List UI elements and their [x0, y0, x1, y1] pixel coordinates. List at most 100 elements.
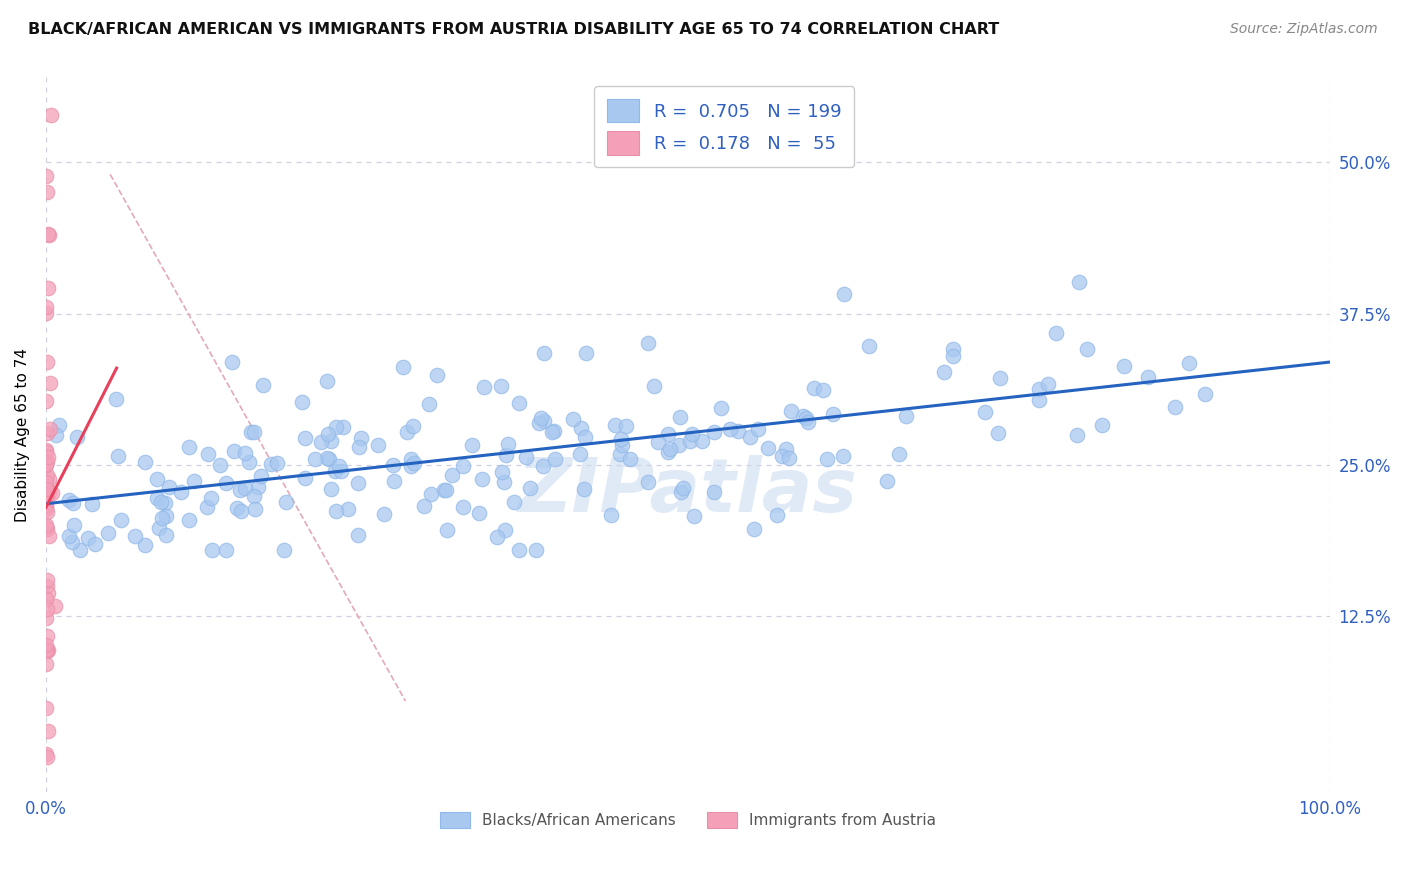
- Point: [858, 339, 880, 353]
- Point: [37, 586, 59, 600]
- Point: [703, 484, 725, 499]
- Point: [1090, 417, 1112, 432]
- Point: [37, 450, 59, 464]
- Point: [35, 643, 58, 657]
- Point: [124, 529, 146, 543]
- Point: [544, 451, 567, 466]
- Point: [177, 440, 200, 454]
- Point: [485, 530, 508, 544]
- Point: [710, 401, 733, 416]
- Point: [572, 482, 595, 496]
- Point: [426, 368, 449, 383]
- Point: [266, 456, 288, 470]
- Point: [775, 442, 797, 456]
- Point: [703, 425, 725, 439]
- Point: [811, 384, 834, 398]
- Point: [37, 643, 59, 657]
- Y-axis label: Disability Age 65 to 74: Disability Age 65 to 74: [15, 348, 30, 522]
- Point: [145, 491, 167, 505]
- Point: [1067, 275, 1090, 289]
- Point: [491, 465, 513, 479]
- Point: [77, 531, 100, 545]
- Point: [177, 513, 200, 527]
- Point: [35, 518, 58, 533]
- Point: [63, 517, 86, 532]
- Point: [530, 411, 553, 425]
- Point: [35, 442, 58, 457]
- Point: [1045, 326, 1067, 340]
- Point: [531, 459, 554, 474]
- Point: [35, 483, 58, 498]
- Point: [574, 430, 596, 444]
- Point: [38, 228, 60, 243]
- Point: [304, 451, 326, 466]
- Point: [330, 464, 353, 478]
- Point: [35, 425, 58, 440]
- Point: [39, 108, 62, 122]
- Point: [823, 407, 845, 421]
- Point: [38, 472, 60, 486]
- Point: [35, 591, 58, 606]
- Point: [1076, 342, 1098, 356]
- Point: [679, 434, 702, 448]
- Point: [815, 452, 838, 467]
- Point: [273, 542, 295, 557]
- Point: [35, 445, 58, 459]
- Point: [35, 479, 58, 493]
- Point: [37, 227, 59, 242]
- Point: [274, 495, 297, 509]
- Point: [45, 428, 67, 442]
- Point: [451, 458, 474, 473]
- Point: [197, 447, 219, 461]
- Point: [316, 450, 339, 465]
- Point: [609, 447, 631, 461]
- Point: [37, 468, 59, 483]
- Point: [157, 480, 180, 494]
- Text: ZIPatlas: ZIPatlas: [517, 455, 858, 528]
- Point: [222, 443, 245, 458]
- Point: [215, 476, 238, 491]
- Point: [35, 491, 58, 505]
- Point: [69, 542, 91, 557]
- Point: [84, 536, 107, 550]
- Point: [35, 498, 58, 512]
- Point: [494, 475, 516, 489]
- Point: [770, 449, 793, 463]
- Point: [778, 450, 800, 465]
- Point: [37, 485, 59, 500]
- Point: [612, 438, 634, 452]
- Point: [150, 495, 173, 509]
- Legend: Blacks/African Americans, Immigrants from Austria: Blacks/African Americans, Immigrants fro…: [433, 806, 942, 834]
- Point: [325, 419, 347, 434]
- Point: [41, 485, 63, 500]
- Point: [614, 419, 637, 434]
- Point: [941, 342, 963, 356]
- Point: [1038, 376, 1060, 391]
- Point: [402, 456, 425, 470]
- Point: [637, 475, 659, 489]
- Point: [396, 425, 419, 440]
- Point: [1137, 369, 1160, 384]
- Point: [35, 306, 58, 320]
- Point: [543, 424, 565, 438]
- Point: [35, 644, 58, 658]
- Point: [418, 397, 440, 411]
- Point: [145, 472, 167, 486]
- Point: [502, 495, 524, 509]
- Point: [37, 573, 59, 587]
- Point: [233, 482, 256, 496]
- Point: [1112, 359, 1135, 374]
- Point: [1164, 400, 1187, 414]
- Point: [291, 395, 314, 409]
- Point: [62, 496, 84, 510]
- Point: [533, 346, 555, 360]
- Point: [453, 500, 475, 515]
- Point: [569, 421, 592, 435]
- Point: [803, 381, 825, 395]
- Point: [832, 286, 855, 301]
- Point: [35, 638, 58, 652]
- Point: [637, 336, 659, 351]
- Point: [1066, 428, 1088, 442]
- Point: [832, 449, 855, 463]
- Point: [315, 375, 337, 389]
